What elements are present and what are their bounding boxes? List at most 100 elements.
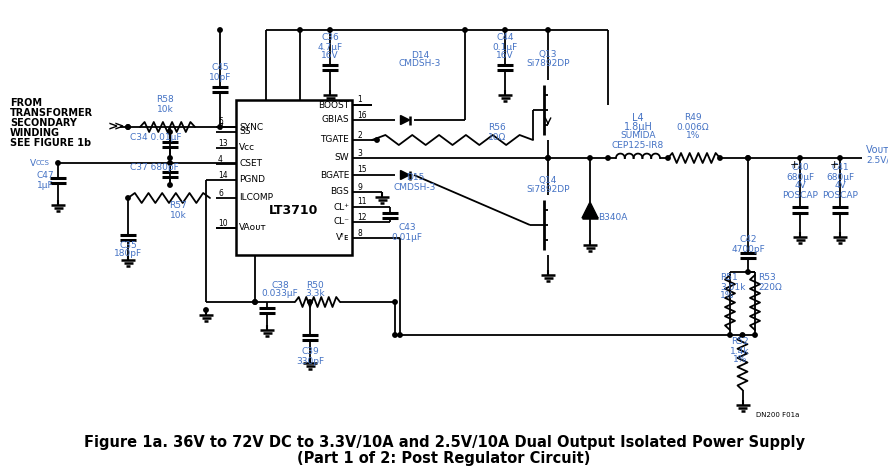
Circle shape	[218, 28, 222, 32]
Text: Vᴏᴜᴛ2: Vᴏᴜᴛ2	[866, 145, 888, 155]
Text: R50: R50	[306, 281, 324, 289]
Text: R58: R58	[156, 95, 174, 104]
Text: 4: 4	[218, 154, 223, 163]
Circle shape	[297, 28, 302, 32]
Circle shape	[253, 300, 258, 304]
Circle shape	[308, 300, 313, 304]
Circle shape	[204, 308, 208, 312]
Text: 0.033µF: 0.033µF	[262, 289, 298, 298]
Text: CEP125-IR8: CEP125-IR8	[612, 141, 664, 150]
Text: POSCAP: POSCAP	[782, 190, 818, 200]
Text: Si7892DP: Si7892DP	[527, 59, 570, 68]
Text: BGATE: BGATE	[320, 171, 349, 180]
Text: LT3710: LT3710	[269, 203, 319, 217]
Text: (Part 1 of 2: Post Regulator Circuit): (Part 1 of 2: Post Regulator Circuit)	[297, 450, 591, 465]
Text: Vᴄᴄ: Vᴄᴄ	[239, 143, 255, 152]
Text: 330pF: 330pF	[296, 357, 324, 365]
Text: 14: 14	[218, 171, 227, 180]
Text: 1%: 1%	[733, 355, 747, 364]
Text: 0.1µF: 0.1µF	[492, 42, 518, 51]
Polygon shape	[400, 171, 409, 180]
Text: +: +	[790, 160, 799, 170]
Polygon shape	[400, 115, 409, 124]
Circle shape	[463, 28, 467, 32]
Circle shape	[126, 196, 131, 200]
Text: B340A: B340A	[598, 213, 628, 222]
Text: R52: R52	[731, 338, 749, 346]
Text: C47: C47	[36, 171, 54, 180]
Text: 0.006Ω: 0.006Ω	[677, 123, 710, 132]
Text: 3.01k: 3.01k	[720, 283, 745, 292]
Text: >: >	[114, 121, 124, 133]
Text: 2: 2	[357, 131, 361, 140]
Text: 7: 7	[218, 123, 223, 132]
Text: BOOST: BOOST	[318, 101, 349, 110]
Text: 2.5V/10A: 2.5V/10A	[866, 155, 888, 164]
Text: C40: C40	[791, 163, 809, 172]
Text: 10k: 10k	[156, 104, 173, 114]
Text: 220Ω: 220Ω	[758, 283, 781, 292]
Text: 4V: 4V	[794, 181, 806, 190]
Bar	[236, 100, 352, 255]
Text: 4700pF: 4700pF	[731, 245, 765, 254]
Text: DN200 F01a: DN200 F01a	[756, 412, 799, 418]
Text: 10Ω: 10Ω	[488, 133, 506, 142]
Text: C35: C35	[119, 240, 137, 249]
Circle shape	[126, 125, 131, 129]
Circle shape	[546, 28, 551, 32]
Circle shape	[666, 156, 670, 160]
Text: C37 680pF: C37 680pF	[130, 163, 178, 172]
Text: R56: R56	[488, 124, 506, 133]
Text: V: V	[30, 159, 36, 168]
Circle shape	[746, 156, 750, 160]
Text: POSCAP: POSCAP	[822, 190, 858, 200]
Text: Si7892DP: Si7892DP	[527, 184, 570, 193]
Text: 10: 10	[218, 218, 227, 228]
Text: 180pF: 180pF	[114, 249, 142, 258]
Text: TRANSFORMER: TRANSFORMER	[10, 108, 93, 118]
Text: SECONDARY: SECONDARY	[10, 118, 77, 128]
Text: +: +	[830, 160, 839, 170]
Polygon shape	[582, 202, 598, 218]
Text: 0.01µF: 0.01µF	[392, 232, 423, 241]
Circle shape	[328, 28, 332, 32]
Text: ILCOMP: ILCOMP	[239, 193, 273, 202]
Text: Q13: Q13	[539, 50, 558, 59]
Text: 1%: 1%	[720, 292, 734, 301]
Circle shape	[746, 156, 750, 160]
Circle shape	[168, 130, 172, 134]
Circle shape	[56, 161, 60, 165]
Text: C45: C45	[211, 64, 229, 73]
Text: 16V: 16V	[496, 51, 514, 60]
Text: CCS: CCS	[36, 160, 50, 166]
Text: 4.7µF: 4.7µF	[317, 42, 343, 51]
Text: D14: D14	[411, 50, 429, 59]
Text: VAᴏᴜᴛ: VAᴏᴜᴛ	[239, 224, 266, 232]
Text: D15: D15	[406, 173, 424, 182]
Circle shape	[546, 156, 551, 160]
Text: C41: C41	[831, 163, 849, 172]
Text: 3.3k: 3.3k	[305, 289, 325, 298]
Text: CSET: CSET	[239, 160, 262, 169]
Text: BGS: BGS	[330, 188, 349, 197]
Text: SW: SW	[335, 153, 349, 162]
Text: 10k: 10k	[170, 210, 186, 219]
Circle shape	[728, 333, 733, 337]
Text: CL⁻: CL⁻	[333, 218, 349, 227]
Circle shape	[546, 156, 551, 160]
Text: 16: 16	[357, 111, 367, 120]
Text: R51: R51	[720, 274, 738, 283]
Text: C43: C43	[398, 224, 416, 232]
Text: 13: 13	[218, 139, 227, 148]
Circle shape	[398, 333, 402, 337]
Text: GBIAS: GBIAS	[321, 115, 349, 124]
Text: 680µF: 680µF	[826, 172, 854, 181]
Text: 4V: 4V	[834, 181, 846, 190]
Text: 1.4k: 1.4k	[730, 346, 749, 355]
Text: CMDSH-3: CMDSH-3	[393, 182, 436, 191]
Text: SS: SS	[239, 127, 250, 136]
Circle shape	[718, 156, 722, 160]
Text: C42: C42	[739, 236, 757, 245]
Text: 11: 11	[357, 198, 367, 207]
Text: TGATE: TGATE	[321, 135, 349, 144]
